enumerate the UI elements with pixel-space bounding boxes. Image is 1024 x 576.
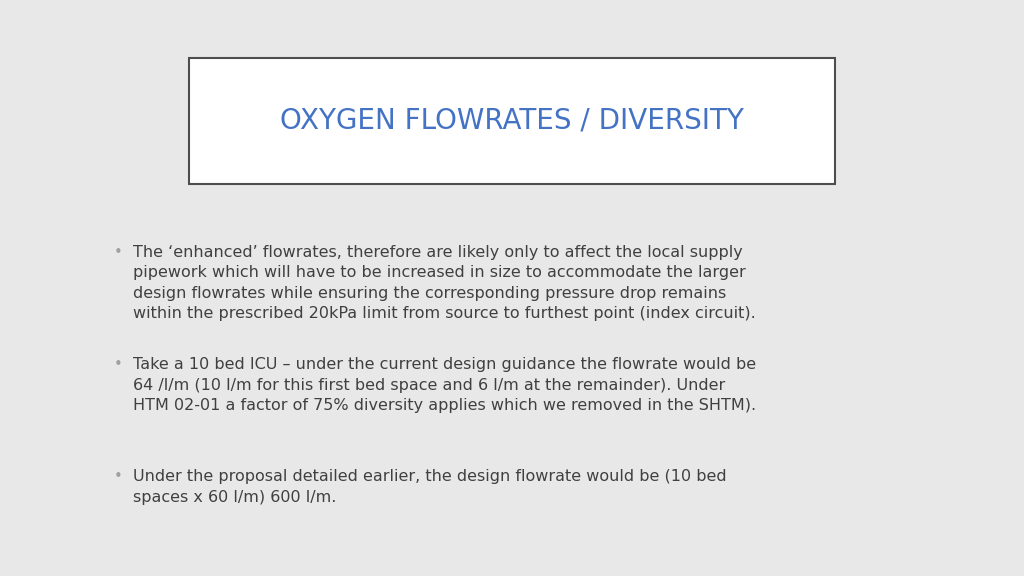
Text: Take a 10 bed ICU – under the current design guidance the flowrate would be
64 /: Take a 10 bed ICU – under the current de… (133, 357, 757, 413)
Text: The ‘enhanced’ flowrates, therefore are likely only to affect the local supply
p: The ‘enhanced’ flowrates, therefore are … (133, 245, 756, 321)
Text: •: • (114, 357, 122, 372)
FancyBboxPatch shape (189, 58, 835, 184)
Text: Under the proposal detailed earlier, the design flowrate would be (10 bed
spaces: Under the proposal detailed earlier, the… (133, 469, 727, 505)
Text: •: • (114, 469, 122, 484)
Text: •: • (114, 245, 122, 260)
Text: OXYGEN FLOWRATES / DIVERSITY: OXYGEN FLOWRATES / DIVERSITY (280, 107, 744, 135)
